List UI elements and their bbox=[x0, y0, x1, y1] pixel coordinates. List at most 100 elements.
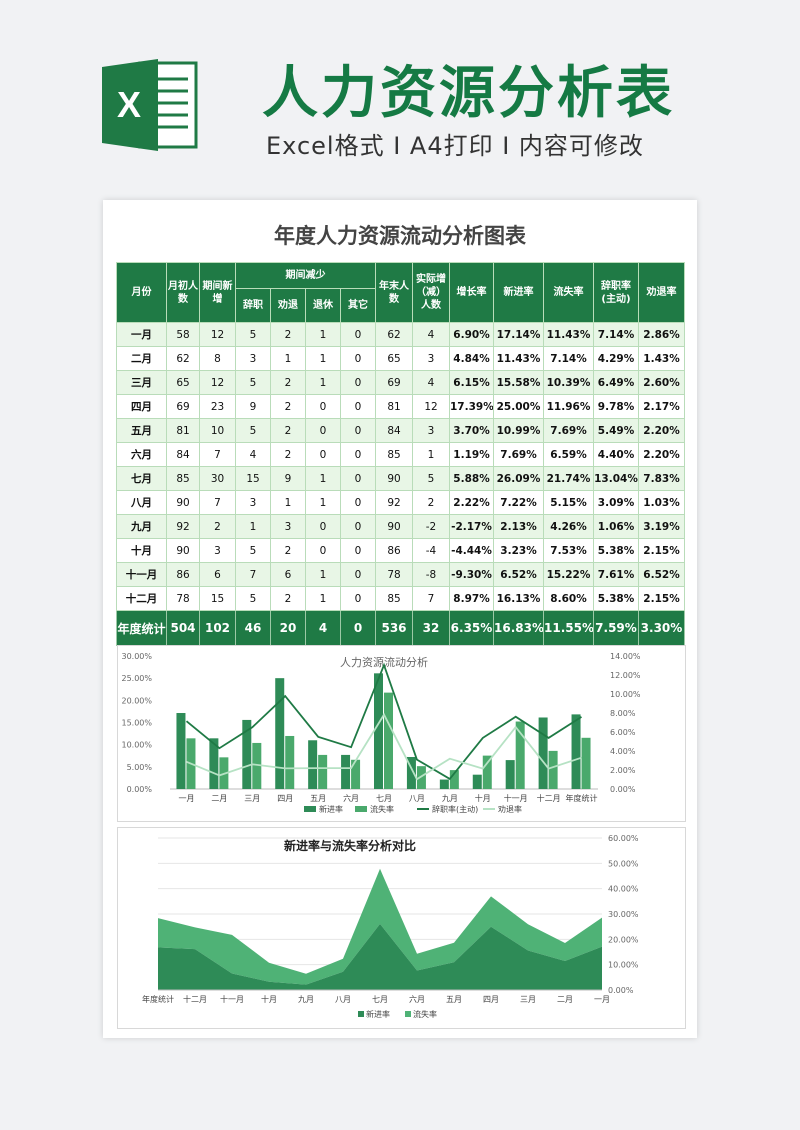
col-start: 月初人数 bbox=[166, 262, 200, 323]
table-cell: 16.13% bbox=[493, 586, 544, 611]
banner-subtitle: Excel格式 I A4打印 I 内容可修改 bbox=[266, 132, 644, 160]
total-cell: 4 bbox=[305, 610, 341, 646]
table-cell: 4.84% bbox=[449, 346, 494, 371]
table-cell: 15.22% bbox=[543, 562, 594, 587]
x-tick-label: 六月 bbox=[409, 994, 425, 1004]
table-cell: 0 bbox=[340, 418, 376, 443]
col-new-rate: 新进率 bbox=[493, 262, 544, 323]
table-cell: -8 bbox=[412, 562, 450, 587]
y-right-tick-label: 14.00% bbox=[610, 652, 641, 661]
excel-icon: X bbox=[102, 59, 198, 151]
table-cell: 1.03% bbox=[638, 490, 685, 515]
legend-swatch bbox=[405, 1011, 411, 1017]
table-cell: 0 bbox=[305, 394, 341, 419]
table-cell: 12 bbox=[199, 322, 236, 347]
total-row: 年度统计 504 102 46 20 4 0 536 32 6.35% 16.83% 11.55% 7.… bbox=[116, 610, 685, 646]
document-page: 年度人力资源流动分析图表 月份 月初人数 期间新增 期间减少 年末人数 实际增（… bbox=[103, 200, 697, 1038]
col-resign: 辞职 bbox=[235, 288, 271, 323]
y-tick-label: 20.00% bbox=[608, 935, 639, 944]
table-row: 九月 92 2 1 3 0 0 90 -2 -2.17% 2.13% 4.26% 1.06% 3.19% bbox=[116, 514, 685, 539]
table-cell: 7 bbox=[412, 586, 450, 611]
document-title: 年度人力资源流动分析图表 bbox=[274, 224, 526, 248]
x-tick-label: 九月 bbox=[442, 794, 458, 803]
y-right-tick-label: 8.00% bbox=[610, 709, 636, 718]
y-left-tick-label: 10.00% bbox=[121, 741, 152, 750]
y-left-tick-label: 5.00% bbox=[127, 763, 153, 772]
table-cell: 4.29% bbox=[593, 346, 639, 371]
table-cell: 5.38% bbox=[593, 538, 639, 563]
table-cell: 0 bbox=[305, 442, 341, 467]
bar-new-rate bbox=[374, 673, 383, 789]
flow-combo-chart-svg: 人力资源流动分析 0.00% 5.00% 10.00% 15.00% 20.00% 25.0… bbox=[121, 652, 641, 814]
table-cell: 3 bbox=[412, 418, 450, 443]
y-left-tick-label: 20.00% bbox=[121, 696, 152, 705]
x-tick-label: 八月 bbox=[335, 995, 351, 1004]
table-cell: 17.14% bbox=[493, 322, 544, 347]
table-cell: 5.15% bbox=[543, 490, 594, 515]
flow-combo-chart: 人力资源流动分析 0.00% 5.00% 10.00% 15.00% 20.00% 25.0… bbox=[117, 645, 686, 822]
table-cell: 69 bbox=[166, 394, 200, 419]
bar-new-rate bbox=[308, 740, 318, 789]
table-cell: 12 bbox=[199, 370, 236, 395]
table-row: 四月 69 23 9 2 0 0 81 12 17.39% 25.00% 11.96% 9.78% 2.1… bbox=[116, 394, 685, 419]
total-cell: 32 bbox=[412, 610, 450, 646]
table-cell: 10.99% bbox=[493, 418, 544, 443]
table-cell: 2 bbox=[270, 394, 306, 419]
table-cell: 23 bbox=[199, 394, 236, 419]
chart-title: 人力资源流动分析 bbox=[340, 655, 428, 669]
table-cell: 2.22% bbox=[449, 490, 494, 515]
table-cell: 7 bbox=[199, 442, 236, 467]
table-cell: 4.40% bbox=[593, 442, 639, 467]
hr-flow-table: 月份 月初人数 期间新增 期间减少 年末人数 实际增（减）人数 增长率 新进率 … bbox=[116, 262, 685, 646]
x-tick-label: 十月 bbox=[475, 793, 491, 803]
table-cell: 0 bbox=[340, 370, 376, 395]
legend-label: 新进率 bbox=[319, 804, 343, 814]
table-cell: 0 bbox=[305, 418, 341, 443]
area-loss-rate bbox=[158, 868, 602, 985]
table-cell: 1 bbox=[270, 490, 306, 515]
y-tick-label: 40.00% bbox=[608, 885, 639, 894]
table-cell: 7.53% bbox=[543, 538, 594, 563]
table-cell: 2 bbox=[199, 514, 236, 539]
table-cell: 62 bbox=[166, 346, 200, 371]
table-cell: 85 bbox=[375, 586, 413, 611]
table-cell: 84 bbox=[166, 442, 200, 467]
table-cell: 0 bbox=[340, 538, 376, 563]
banner-title: 人力资源分析表 bbox=[262, 61, 675, 126]
row-month: 九月 bbox=[116, 514, 167, 539]
table-cell: 65 bbox=[375, 346, 413, 371]
table-cell: 13.04% bbox=[593, 466, 639, 491]
total-cell: 504 bbox=[166, 610, 200, 646]
table-cell: 78 bbox=[375, 562, 413, 587]
row-month: 十一月 bbox=[116, 562, 167, 587]
table-cell: 5 bbox=[235, 418, 271, 443]
table-cell: 6.15% bbox=[449, 370, 494, 395]
table-cell: 10 bbox=[199, 418, 236, 443]
table-row: 三月 65 12 5 2 1 0 69 4 6.15% 15.58% 10.39% 6.49% 2.60% bbox=[116, 370, 685, 395]
total-cell: 20 bbox=[270, 610, 306, 646]
col-actual: 实际增（减）人数 bbox=[412, 262, 450, 323]
table-cell: 2.60% bbox=[638, 370, 685, 395]
bar-loss-rate bbox=[416, 766, 426, 789]
y-tick-label: 30.00% bbox=[608, 910, 639, 919]
table-cell: 81 bbox=[375, 394, 413, 419]
table-cell: 2 bbox=[270, 538, 306, 563]
table-cell: 90 bbox=[166, 538, 200, 563]
bar-loss-rate bbox=[548, 750, 558, 789]
table-cell: 11.96% bbox=[543, 394, 594, 419]
table-cell: -9.30% bbox=[449, 562, 494, 587]
bar-new-rate bbox=[439, 779, 449, 789]
table-cell: 17.39% bbox=[449, 394, 494, 419]
row-month: 八月 bbox=[116, 490, 167, 515]
table-row: 十二月 78 15 5 2 1 0 85 7 8.97% 16.13% 8.60% 5.38% 2.15% bbox=[116, 586, 685, 611]
x-tick-label: 十二月 bbox=[537, 793, 561, 803]
x-tick-label: 七月 bbox=[376, 794, 392, 803]
col-other: 其它 bbox=[340, 288, 376, 323]
table-cell: 5.88% bbox=[449, 466, 494, 491]
row-month: 三月 bbox=[116, 370, 167, 395]
x-tick-label: 七月 bbox=[372, 995, 388, 1004]
table-cell: 6 bbox=[270, 562, 306, 587]
y-tick-label: 10.00% bbox=[608, 961, 639, 970]
rate-area-chart-svg: 新进率与流失率分析对比 0.00% 10.00% 20.00% 30.00% 40.00%… bbox=[142, 834, 639, 1019]
row-month: 十二月 bbox=[116, 586, 167, 611]
